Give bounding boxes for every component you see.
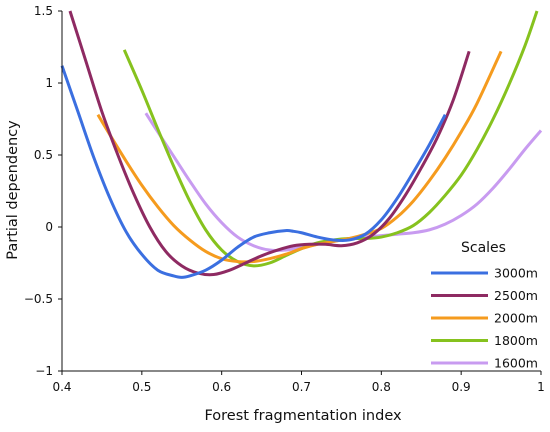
legend: Scales 3000m 2500m 2000m 1800m 1600m [431, 240, 538, 371]
plot-lines [60, 10, 543, 279]
y-axis-title: Partial dependency [5, 120, 21, 260]
x-ticks: 0.4 0.5 0.6 0.7 0.8 0.9 1 [52, 371, 545, 394]
x-axis-title: Forest fragmentation index [204, 408, 402, 424]
y-tick-label: 1 [45, 76, 53, 90]
legend-label-1800m: 1800m [494, 333, 538, 348]
x-tick-label: 0.8 [372, 380, 391, 394]
series-line-2500m [68, 10, 471, 277]
legend-items: 3000m 2500m 2000m 1800m 1600m [431, 266, 538, 371]
series-line-3000m [60, 65, 447, 279]
y-tick-label: 1.5 [34, 4, 53, 18]
x-tick-label: 0.9 [452, 380, 471, 394]
axes: 1.5 1 0.5 0 −0.5 −1 0.4 0.5 0.6 0.7 0.8 0.9 1 [24, 4, 545, 394]
legend-title: Scales [461, 240, 506, 256]
x-tick-label: 1 [537, 380, 545, 394]
x-tick-label: 0.4 [52, 380, 71, 394]
legend-label-1600m: 1600m [494, 356, 538, 371]
legend-label-3000m: 3000m [494, 266, 538, 281]
y-tick-label: 0 [45, 220, 53, 234]
x-tick-label: 0.5 [132, 380, 151, 394]
y-ticks: 1.5 1 0.5 0 −0.5 −1 [24, 4, 62, 378]
series-line-2000m [96, 50, 503, 264]
y-tick-label: −0.5 [24, 292, 53, 306]
x-tick-label: 0.7 [292, 380, 311, 394]
x-tick-label: 0.6 [212, 380, 231, 394]
legend-label-2000m: 2000m [494, 311, 538, 326]
y-tick-label: 0.5 [34, 148, 53, 162]
y-tick-label: −1 [35, 364, 53, 378]
legend-label-2500m: 2500m [494, 288, 538, 303]
series-line-1800m [122, 10, 539, 268]
